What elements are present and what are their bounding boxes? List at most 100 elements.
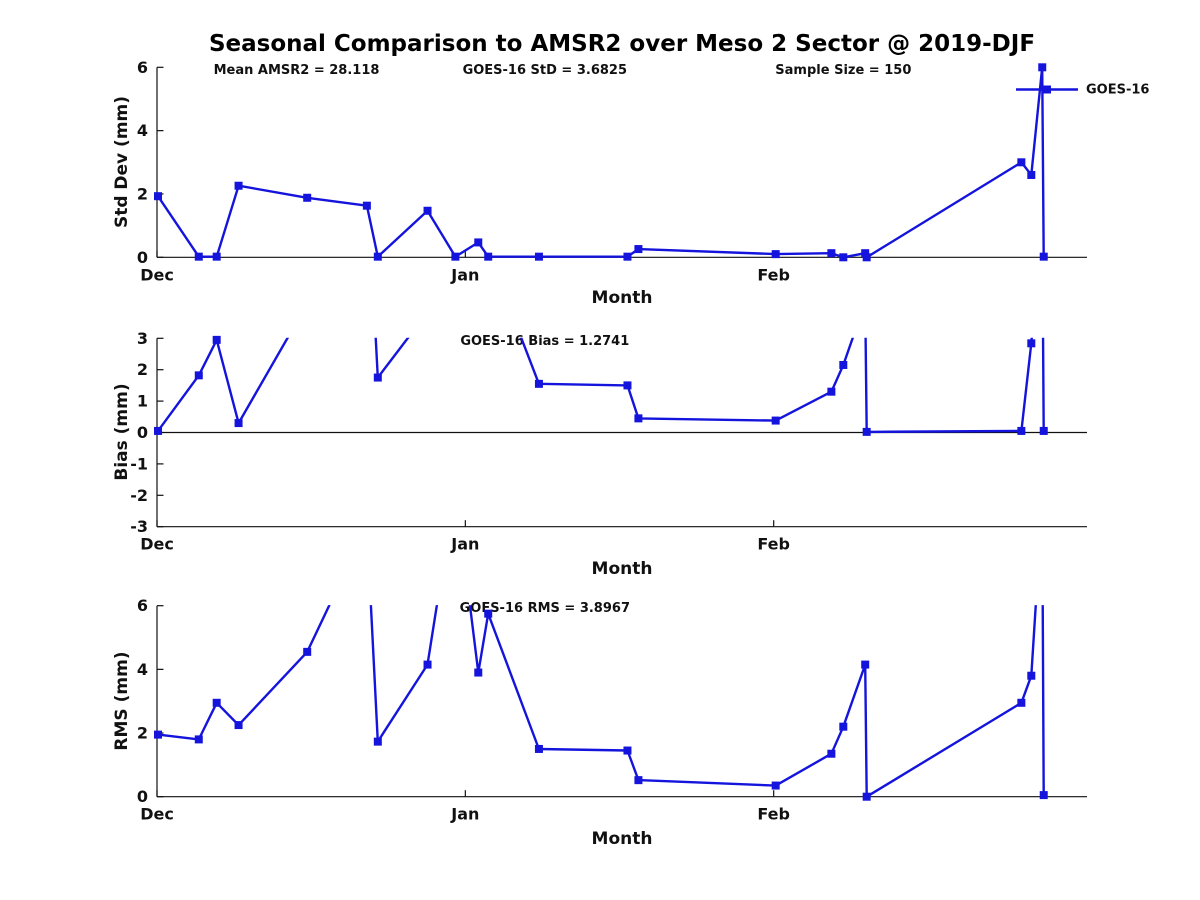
data-point-marker bbox=[771, 416, 780, 425]
data-point-marker bbox=[634, 245, 643, 254]
x-tick-label: Jan bbox=[450, 265, 479, 284]
legend bbox=[1016, 85, 1078, 94]
data-point-marker bbox=[634, 776, 643, 785]
goes-16-line-bias bbox=[157, 337, 1045, 434]
data-point-marker bbox=[771, 250, 780, 259]
data-point-marker bbox=[194, 371, 203, 380]
x-tick-label: Jan bbox=[450, 535, 479, 554]
y-tick-label: 6 bbox=[137, 596, 148, 615]
x-tick-label: Feb bbox=[757, 265, 790, 284]
x-tick-label: Dec bbox=[140, 805, 174, 824]
goes-16-line-rms bbox=[157, 605, 1045, 798]
legend-marker-sample bbox=[1043, 85, 1051, 94]
data-point-marker bbox=[373, 737, 382, 746]
data-point-marker bbox=[1027, 671, 1036, 680]
x-tick-label: Jan bbox=[450, 805, 479, 824]
y-tick-label: 0 bbox=[137, 248, 148, 267]
rms-panel: 0 2 4 6 Dec Jan Feb GOES-16 RMS = 3.8967 bbox=[137, 596, 1087, 824]
x-tick-label: Feb bbox=[757, 535, 790, 554]
data-point-marker bbox=[534, 379, 543, 388]
data-point-marker bbox=[474, 668, 483, 677]
y-tick-label: 4 bbox=[137, 121, 148, 140]
data-point-marker bbox=[423, 206, 432, 215]
goes-16-line-std-dev bbox=[157, 66, 1045, 259]
data-point-marker bbox=[827, 387, 836, 396]
data-point-marker bbox=[1017, 426, 1026, 435]
rms-annotation: GOES-16 RMS = 3.8967 bbox=[460, 601, 630, 616]
data-point-marker bbox=[623, 381, 632, 390]
ylabel-bias: Bias (mm) bbox=[112, 383, 132, 481]
xlabel-month-bottom: Month bbox=[591, 829, 653, 849]
data-point-marker bbox=[373, 373, 382, 382]
ylabel-std-dev: Std Dev (mm) bbox=[112, 95, 132, 229]
data-point-marker bbox=[153, 192, 162, 201]
x-tick-label: Feb bbox=[757, 805, 790, 824]
y-tick-label: 2 bbox=[137, 724, 148, 743]
data-point-marker bbox=[153, 426, 162, 435]
data-point-marker bbox=[1039, 426, 1048, 435]
data-point-marker bbox=[1027, 170, 1036, 179]
y-tick-label: 2 bbox=[137, 184, 148, 203]
data-point-marker bbox=[194, 735, 203, 744]
y-tick-label: 0 bbox=[137, 423, 148, 442]
ylabel-rms: RMS (mm) bbox=[112, 651, 132, 751]
xlabel-month-top: Month bbox=[591, 288, 653, 308]
data-point-marker bbox=[839, 253, 848, 262]
data-point-marker bbox=[827, 749, 836, 758]
data-point-marker bbox=[1017, 698, 1026, 707]
data-point-marker bbox=[303, 647, 312, 656]
data-point-marker bbox=[212, 335, 221, 344]
data-point-marker bbox=[1027, 339, 1036, 348]
y-tick-label: -1 bbox=[130, 454, 148, 473]
data-point-marker bbox=[862, 792, 871, 801]
std-dev-panel: 0 2 4 6 Dec Jan Feb Mean AMSR2 = 28.118 GOES-16 … bbox=[137, 58, 1087, 284]
goes-16-markers-std-dev bbox=[153, 63, 1048, 262]
y-tick-label: -3 bbox=[130, 517, 148, 536]
std-dev-annotation: GOES-16 StD = 3.6825 bbox=[463, 63, 627, 78]
y-tick-label: 6 bbox=[137, 58, 148, 77]
y-tick-label: 3 bbox=[137, 329, 148, 348]
data-point-marker bbox=[861, 249, 870, 258]
data-point-marker bbox=[839, 360, 848, 369]
data-point-marker bbox=[861, 660, 870, 669]
bias-panel: -3 -2 -1 0 1 2 3 Dec Jan Feb GOES-16 Bias = 1.2741 bbox=[130, 329, 1087, 554]
data-point-marker bbox=[451, 252, 460, 261]
data-point-marker bbox=[234, 181, 243, 190]
goes-16-markers-rms bbox=[153, 609, 1048, 801]
y-tick-label: 0 bbox=[137, 787, 148, 806]
data-point-marker bbox=[212, 252, 221, 261]
data-point-marker bbox=[234, 721, 243, 730]
xlabel-month-middle: Month bbox=[591, 559, 653, 579]
data-point-marker bbox=[827, 249, 836, 258]
data-point-marker bbox=[771, 781, 780, 790]
y-tick-label: 4 bbox=[137, 660, 148, 679]
data-point-marker bbox=[303, 193, 312, 202]
data-point-marker bbox=[484, 252, 493, 261]
std-dev-annotation: Mean AMSR2 = 28.118 bbox=[214, 63, 380, 78]
data-point-marker bbox=[1017, 158, 1026, 167]
data-point-marker bbox=[153, 730, 162, 739]
chart-title: Seasonal Comparison to AMSR2 over Meso 2… bbox=[208, 31, 1036, 57]
bias-annotation: GOES-16 Bias = 1.2741 bbox=[460, 334, 629, 349]
data-point-marker bbox=[484, 609, 493, 618]
data-point-marker bbox=[423, 660, 432, 669]
data-point-marker bbox=[862, 253, 871, 262]
std-dev-annotation: Sample Size = 150 bbox=[775, 63, 911, 78]
data-point-marker bbox=[534, 252, 543, 261]
goes-16-markers-bias bbox=[153, 335, 1048, 436]
data-point-marker bbox=[634, 414, 643, 423]
data-point-marker bbox=[839, 722, 848, 731]
data-point-marker bbox=[362, 201, 371, 210]
data-point-marker bbox=[534, 744, 543, 753]
data-point-marker bbox=[1038, 63, 1047, 72]
data-point-marker bbox=[1039, 791, 1048, 800]
data-point-marker bbox=[373, 252, 382, 261]
data-point-marker bbox=[623, 252, 632, 261]
x-tick-label: Dec bbox=[140, 265, 174, 284]
data-point-marker bbox=[862, 427, 871, 436]
data-point-marker bbox=[1039, 252, 1048, 261]
data-point-marker bbox=[212, 698, 221, 707]
y-tick-label: -2 bbox=[130, 486, 148, 505]
